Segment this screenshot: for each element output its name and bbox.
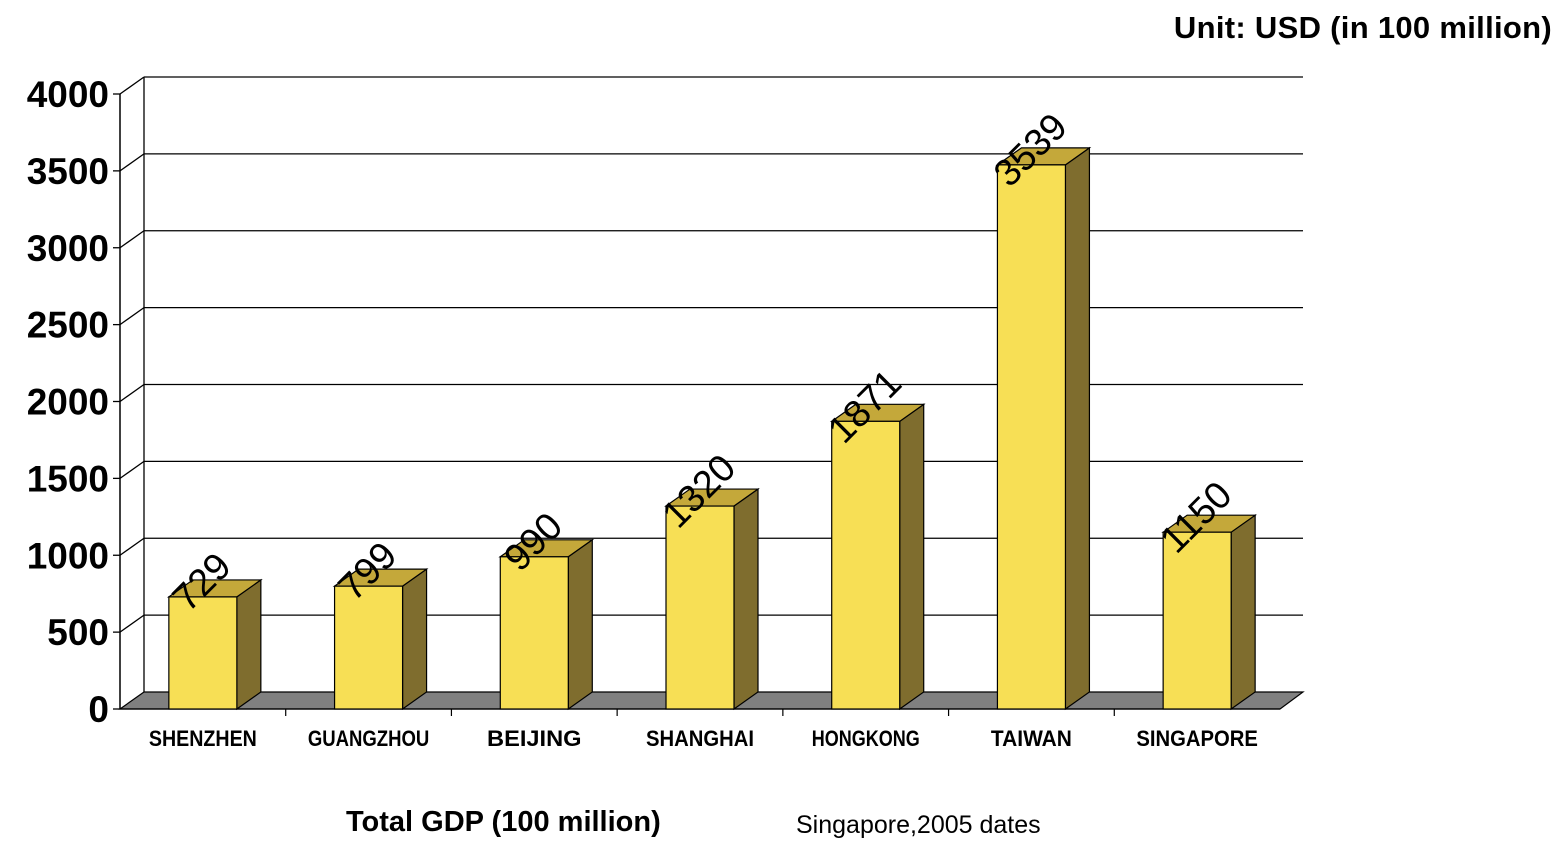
bar-side [1064,146,1091,711]
bar-hongkong: 1871 [820,362,926,711]
x-tick-label: SINGAPORE [1136,726,1258,751]
y-tick-label: 0 [88,689,109,730]
bar-side [236,578,262,711]
bar-front [333,585,404,710]
x-tick-label: SHENZHEN [149,726,257,751]
bar-front [168,596,238,710]
y-tick-label: 4000 [27,74,109,115]
gridline-depth [119,153,145,172]
bar-front [499,556,569,710]
bar-front [1162,531,1232,710]
x-tick-label: BEIJING [487,726,582,751]
y-tick-label: 2000 [27,382,109,423]
y-axis-ticks: 0 500 1000 1500 2000 2500 3000 3500 4000 [27,74,120,730]
bar-guangzhou: 799 [331,534,429,711]
y-tick-label: 1000 [27,535,109,576]
bar-side [733,487,759,711]
gridline-depth [119,230,145,249]
gridline-depth [119,307,145,326]
bar-side [567,538,593,711]
bar-front [831,420,901,710]
bar-side [401,567,428,711]
bars: 729 799 990 1320 1871 3539 1150 [165,106,1258,711]
y-tick-label: 1500 [27,458,109,499]
bar-front [996,164,1067,710]
bar-singapore: 1150 [1153,474,1258,711]
x-tick-label: SHANGHAI [646,726,754,751]
bar-shanghai: 1320 [655,447,760,711]
bar-side [899,403,925,711]
gridline-depth [119,537,145,556]
x-tick-label: HONGKONG [812,726,920,751]
gridline-depth [119,614,145,633]
bar-beijing: 990 [497,505,595,711]
y-tick-label: 500 [47,612,109,653]
x-tick-label: GUANGZHOU [308,726,430,751]
x-tick-label: TAIWAN [991,726,1072,751]
bar-chart: 0 500 1000 1500 2000 2500 3000 3500 4000 729 799 9… [27,74,1305,751]
bar-taiwan: 3539 [986,106,1092,711]
footer-title: Total GDP (100 million) [346,806,661,838]
y-tick-label: 2500 [27,305,109,346]
bar-side [1230,514,1256,711]
unit-label: Unit: USD (in 100 million) [1173,10,1552,45]
bar-front [665,505,735,710]
gridline-depth [119,383,145,403]
footer-note: Singapore,2005 dates [796,811,1041,839]
y-tick-label: 3000 [27,228,109,269]
y-tick-label: 3500 [27,151,109,192]
bar-shenzhen: 729 [165,545,263,711]
gridline-depth [119,76,145,95]
x-axis-labels: SHENZHEN GUANGZHOU BEIJING SHANGHAI HONGKONG… [149,726,1258,751]
chart-footer: Total GDP (100 million) Singapore,2005 d… [0,806,1562,843]
gridline-depth [119,460,145,479]
